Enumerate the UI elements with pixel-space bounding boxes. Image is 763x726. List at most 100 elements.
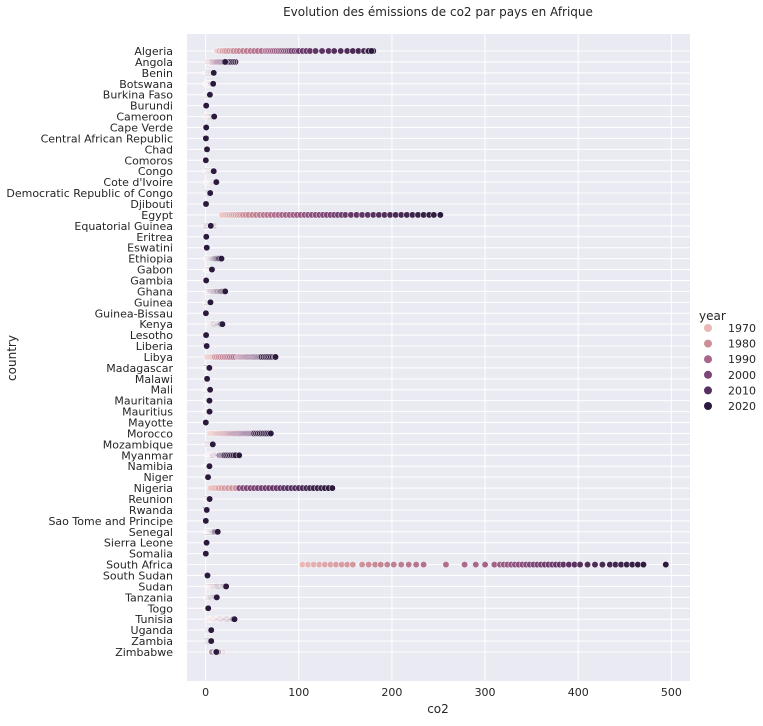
legend-marker [704, 339, 712, 348]
data-point [204, 604, 212, 612]
y-tick-label: Tunisia [134, 613, 173, 626]
data-point [221, 58, 229, 66]
data-point [202, 517, 210, 525]
y-tick-label: Sudan [138, 580, 173, 593]
data-point [231, 615, 238, 623]
data-point [442, 561, 450, 569]
x-tick-label: 400 [568, 686, 589, 699]
y-tick-label: Morocco [127, 427, 173, 440]
data-point [214, 528, 222, 536]
data-point [206, 91, 214, 99]
data-point [591, 561, 599, 569]
data-point [221, 287, 229, 295]
data-point [222, 582, 230, 590]
data-point [203, 244, 211, 252]
data-point [203, 145, 211, 153]
y-tick-label: Somalia [129, 548, 173, 561]
y-tick-label: Madagascar [106, 362, 173, 375]
legend-label: 2010 [728, 384, 756, 397]
data-point [349, 561, 357, 569]
y-tick-label: Mozambique [103, 438, 173, 451]
legend: year 1970 1980 1990 2000 2010 2020 [699, 309, 756, 413]
y-tick-label: Zambia [131, 635, 173, 648]
data-points [202, 47, 670, 656]
data-point [210, 113, 218, 121]
y-tick-label: Lesotho [130, 329, 173, 342]
y-tick-label: Senegal [129, 526, 173, 539]
y-tick-label: Sao Tome and Principe [48, 515, 173, 528]
data-point [202, 550, 210, 558]
y-tick-label: Ghana [137, 285, 173, 298]
data-point [481, 561, 489, 569]
data-point [213, 593, 221, 601]
legend-label: 1990 [728, 353, 756, 366]
y-tick-label: Zimbabwe [115, 646, 173, 659]
y-tick-label: Djibouti [130, 198, 173, 211]
data-point [383, 561, 391, 569]
y-tick-label: Central African Republic [41, 132, 173, 145]
data-point [202, 124, 210, 131]
x-tick-label: 0 [202, 686, 209, 699]
y-axis-label: country [5, 335, 19, 381]
data-point [206, 189, 214, 197]
x-tick-label: 100 [288, 686, 309, 699]
data-point [267, 430, 275, 437]
data-point [405, 561, 413, 569]
data-point [207, 222, 215, 230]
data-point [209, 80, 217, 88]
legend-label: 1970 [728, 322, 756, 335]
y-tick-label: Kenya [139, 318, 173, 331]
y-tick-label: Burkina Faso [103, 89, 173, 102]
y-tick-label: Algeria [134, 45, 173, 58]
y-tick-label: South Africa [106, 559, 173, 572]
legend-marker [704, 355, 712, 364]
data-point [472, 561, 480, 569]
data-point [390, 561, 398, 569]
data-point [312, 47, 319, 55]
grid [187, 34, 690, 681]
data-point [210, 167, 218, 175]
data-point [205, 364, 213, 372]
y-tick-label: Cameroon [116, 111, 173, 124]
data-point [202, 233, 210, 241]
x-tick-labels: 0 100 200 300 400 500 [202, 686, 682, 699]
data-point [377, 561, 385, 569]
data-point [430, 211, 438, 219]
y-tick-label: Benin [142, 67, 173, 80]
y-tick-label: Uganda [131, 624, 173, 637]
data-point [204, 572, 211, 579]
y-tick-label: Eswatini [127, 242, 173, 255]
y-tick-label: Egypt [141, 209, 173, 222]
y-tick-label: Chad [145, 143, 173, 156]
data-point [662, 561, 670, 569]
data-point [218, 255, 225, 263]
data-point [207, 298, 214, 306]
data-point [202, 419, 210, 426]
y-tick-label: Niger [143, 471, 173, 484]
data-point [598, 561, 606, 569]
legend-marker [704, 324, 712, 332]
data-point [397, 561, 405, 569]
y-tick-label: Mauritius [122, 406, 173, 419]
data-point [203, 375, 211, 383]
y-tick-label: Togo [147, 602, 174, 615]
data-point [207, 637, 215, 645]
legend-title: year [699, 309, 726, 323]
data-point [208, 266, 216, 273]
data-point [205, 462, 213, 470]
y-tick-label: Sierra Leone [104, 537, 173, 550]
y-tick-label: Gambia [130, 274, 173, 287]
y-tick-label: Burundi [130, 100, 173, 113]
y-tick-label: Reunion [128, 493, 173, 506]
chart-title: Evolution des émissions de co2 par pays … [283, 5, 593, 19]
data-point [212, 648, 220, 656]
legend-marker [704, 402, 712, 410]
legend-label: 1980 [728, 338, 756, 351]
y-tick-label: Libya [144, 351, 173, 364]
y-tick-label: Myanmar [121, 449, 173, 462]
data-point [639, 561, 647, 569]
data-point [584, 561, 591, 569]
y-tick-label: Malawi [135, 373, 173, 386]
data-point [576, 561, 584, 569]
